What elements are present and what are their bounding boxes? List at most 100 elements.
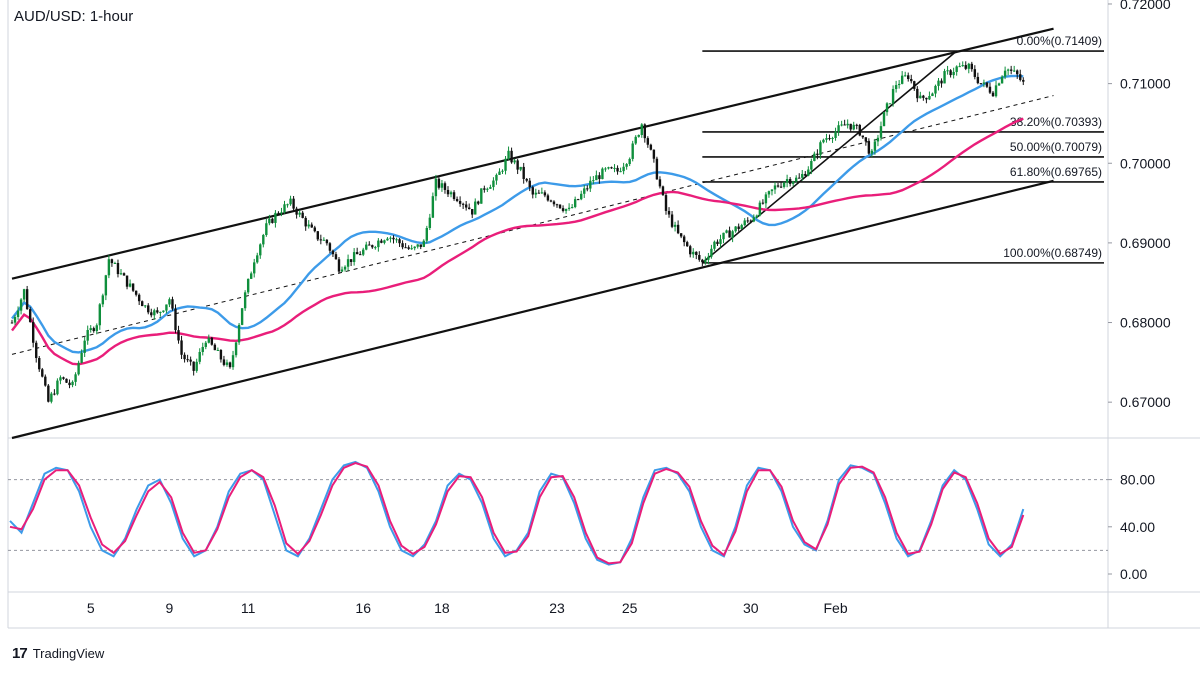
candle-body — [692, 251, 695, 255]
candle-body — [798, 177, 801, 179]
candle-body — [916, 88, 919, 99]
candle-body — [934, 85, 937, 94]
candle-body — [543, 192, 547, 196]
candle-body — [583, 188, 586, 194]
candle-body — [31, 321, 35, 343]
candle-body — [213, 344, 217, 351]
candle-body — [604, 168, 607, 170]
candle-body — [50, 393, 53, 402]
fib-level-label: 61.80%(0.69765) — [1010, 165, 1102, 179]
candle-body — [743, 220, 746, 226]
tradingview-logo-icon: 17 — [12, 645, 28, 662]
candle-body — [740, 225, 743, 229]
candle-body — [228, 362, 232, 368]
candle-body — [153, 310, 156, 316]
candle-body — [667, 210, 671, 215]
candle-body — [198, 351, 201, 362]
candle-body — [964, 65, 967, 69]
candle-body — [107, 259, 111, 276]
candle-body — [159, 311, 162, 313]
candle-body — [589, 180, 592, 189]
candle-body — [767, 191, 771, 195]
candle-body — [231, 355, 235, 368]
candle-body — [540, 192, 544, 194]
candle-body — [716, 241, 719, 245]
candle-body — [752, 217, 756, 222]
candle-body — [253, 262, 256, 274]
candle-body — [685, 242, 689, 247]
candle-body — [101, 295, 105, 305]
time-tick-label: 16 — [355, 600, 371, 616]
candle-body — [616, 167, 619, 172]
candle-body — [861, 135, 865, 138]
candle-body — [825, 138, 828, 140]
candle-body — [35, 342, 38, 359]
candle-body — [619, 171, 622, 173]
sma-slow-line — [11, 117, 1024, 366]
candle-body — [186, 359, 189, 361]
candle-body — [919, 95, 922, 99]
candle-body — [13, 317, 17, 323]
candle-body — [816, 153, 819, 156]
candle-body — [162, 310, 165, 312]
candle-body — [168, 299, 171, 305]
tradingview-branding[interactable]: 17 TradingView — [12, 645, 104, 662]
candle-body — [74, 374, 77, 382]
candle-body — [549, 200, 553, 202]
candle-body — [174, 308, 177, 331]
candle-body — [837, 125, 840, 132]
fib-level-label: 0.00%(0.71409) — [1017, 34, 1102, 48]
candle-body — [425, 227, 429, 241]
candle-body — [592, 180, 595, 182]
candle-body — [746, 220, 749, 222]
candle-body — [810, 160, 813, 170]
candle-body — [882, 112, 886, 127]
candle-body — [698, 254, 701, 260]
candle-body — [474, 201, 477, 215]
candle-body — [704, 259, 707, 263]
candle-body — [758, 202, 762, 216]
candle-body — [1019, 74, 1022, 80]
candle-body — [710, 248, 713, 257]
candle-body — [891, 89, 895, 104]
time-tick-label: 11 — [241, 600, 256, 616]
candle-body — [722, 232, 725, 240]
candle-body — [19, 299, 23, 311]
candle-body — [580, 193, 583, 200]
candle-body — [416, 244, 419, 247]
candle-body — [598, 175, 601, 180]
candle-body — [973, 69, 977, 77]
candle-body — [913, 81, 916, 89]
candle-body — [819, 142, 822, 156]
candle-body — [813, 153, 816, 161]
candle-body — [773, 185, 777, 190]
candle-body — [794, 177, 798, 182]
osc-tick-label: 0.00 — [1120, 566, 1147, 582]
candle-body — [449, 192, 453, 195]
candle-body — [358, 254, 362, 256]
candle-body — [377, 240, 380, 248]
candle-body — [1003, 70, 1007, 77]
stoch-k-line — [9, 460, 1025, 566]
candle-body — [858, 124, 861, 136]
candle-body — [646, 138, 650, 145]
candle-body — [501, 170, 504, 172]
time-tick-label: 5 — [87, 600, 95, 616]
candle-body — [446, 189, 450, 195]
candle-body — [334, 254, 338, 260]
time-tick-label: 23 — [549, 600, 565, 616]
candle-body — [707, 256, 710, 260]
candle-body — [658, 179, 662, 187]
candle-body — [719, 239, 722, 245]
time-tick-label: Feb — [823, 600, 847, 616]
candle-body — [673, 224, 677, 227]
candle-body — [365, 244, 368, 250]
candle-body — [903, 75, 907, 77]
candle-body — [537, 192, 541, 194]
candle-body — [404, 247, 407, 249]
candle-body — [994, 85, 998, 97]
candle-body — [776, 185, 780, 187]
candle-body — [234, 342, 238, 356]
candle-body — [225, 362, 229, 365]
